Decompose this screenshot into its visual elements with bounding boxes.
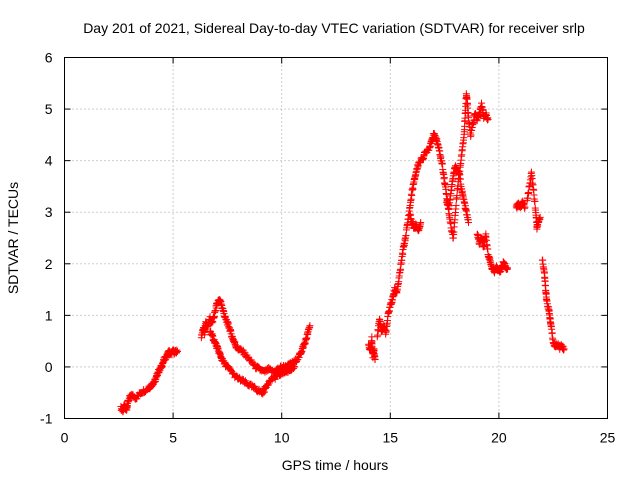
data-point (418, 155, 426, 163)
y-tick-label: 3 (45, 204, 53, 220)
data-point (484, 115, 492, 123)
x-tick-label: 10 (274, 430, 290, 446)
x-tick-label: 25 (600, 430, 616, 446)
y-tick-label: 2 (45, 256, 53, 272)
data-point (521, 203, 529, 211)
y-axis-label: SDTVAR / TECUs (5, 182, 21, 294)
data-point (264, 381, 272, 389)
x-tick-label: 20 (491, 430, 507, 446)
y-tick-label: 0 (45, 359, 53, 375)
data-point (560, 345, 568, 353)
data-point (220, 357, 228, 365)
y-tick-label: 5 (45, 101, 53, 117)
data-point (531, 197, 539, 205)
data-point (417, 219, 425, 227)
y-tick-label: -1 (40, 411, 53, 427)
data-point (291, 363, 299, 371)
y-tick-label: 6 (45, 50, 53, 66)
plot-frame (64, 57, 608, 419)
x-axis-label: GPS time / hours (282, 457, 389, 473)
data-point (452, 202, 460, 210)
axis-ticks (64, 57, 608, 419)
data-point (504, 265, 512, 273)
data-point (464, 219, 472, 227)
grid-lines (64, 57, 608, 419)
data-point (536, 213, 544, 221)
x-tick-label: 15 (383, 430, 399, 446)
data-point (371, 355, 379, 363)
y-tick-labels: -1 0 1 2 3 4 5 6 (40, 50, 53, 427)
data-points (117, 90, 568, 416)
data-point (306, 322, 314, 330)
y-tick-label: 4 (45, 153, 53, 169)
x-tick-label: 0 (61, 430, 69, 446)
chart-title: Day 201 of 2021, Sidereal Day-to-day VTE… (83, 20, 585, 36)
x-tick-labels: 0 5 10 15 20 25 (61, 430, 616, 446)
y-tick-label: 1 (45, 307, 53, 323)
data-point (173, 347, 181, 355)
x-tick-label: 5 (169, 430, 177, 446)
data-point (293, 357, 301, 365)
